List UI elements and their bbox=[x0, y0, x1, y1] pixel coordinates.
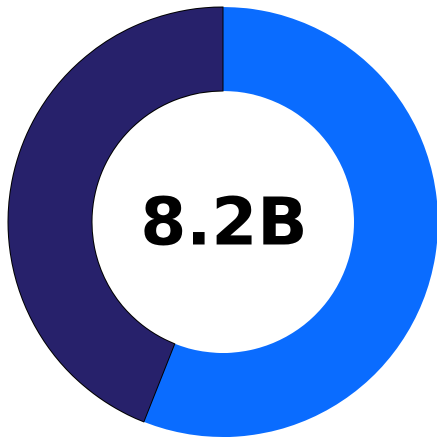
segments bbox=[7, 6, 437, 437]
center-label: 8.2B bbox=[140, 184, 307, 261]
donut-segment bbox=[7, 6, 224, 423]
donut-segment bbox=[143, 7, 437, 437]
